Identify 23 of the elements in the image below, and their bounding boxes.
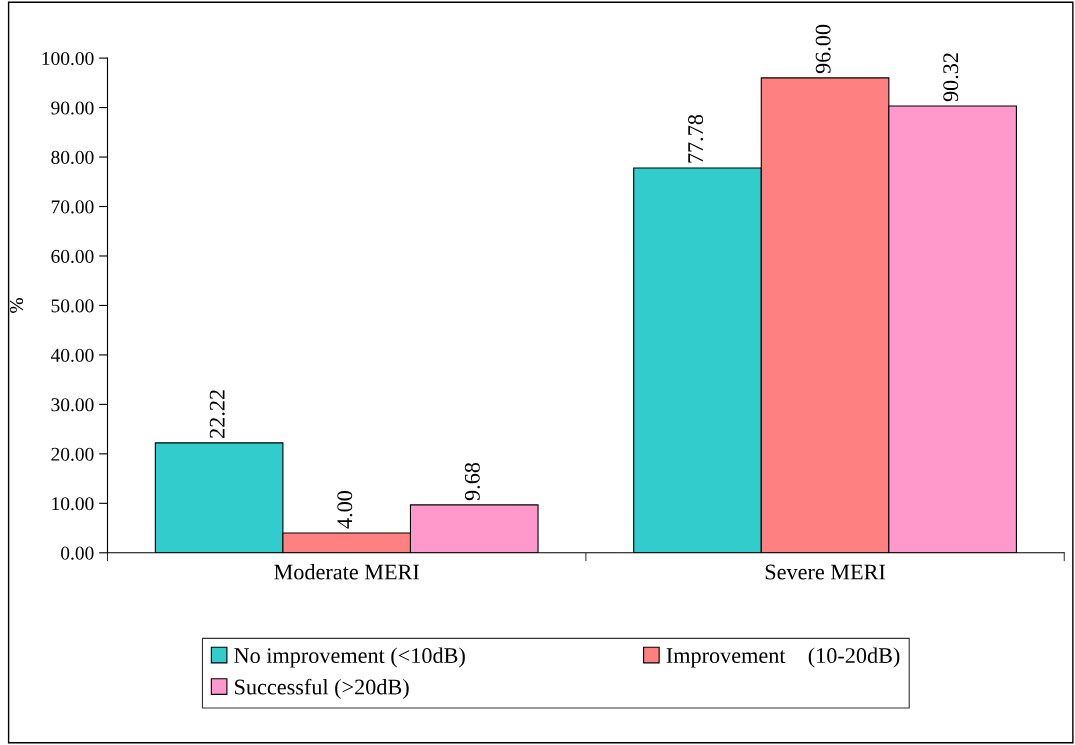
data-label: 4.00 bbox=[337, 491, 353, 529]
x-tick-label: Severe MERI bbox=[765, 564, 886, 580]
y-tick-label: 20.00 bbox=[51, 447, 94, 461]
legend-label: Improvement (10-20dB) bbox=[666, 647, 900, 668]
y-tick-label: 70.00 bbox=[51, 200, 94, 214]
y-tick-label: 30.00 bbox=[51, 398, 94, 412]
y-tick-label: 100.00 bbox=[42, 51, 94, 66]
y-tick-label: 90.00 bbox=[51, 101, 94, 115]
data-label: 77.78 bbox=[688, 114, 704, 163]
y-tick-label: 60.00 bbox=[51, 249, 94, 263]
y-tick-label: 40.00 bbox=[50, 348, 94, 362]
data-label: 96.00 bbox=[815, 24, 831, 74]
legend-label: Successful (>20dB) bbox=[235, 678, 409, 700]
x-tick-label: Moderate MERI bbox=[274, 563, 420, 580]
data-label: 90.32 bbox=[943, 53, 959, 102]
y-axis-title: % bbox=[9, 298, 24, 313]
legend-label: No improvement (<10dB) bbox=[234, 647, 465, 668]
data-label: 22.22 bbox=[209, 390, 225, 438]
y-tick-label: 80.00 bbox=[51, 150, 94, 165]
y-tick-label: 10.00 bbox=[52, 497, 94, 511]
y-tick-label: 50.00 bbox=[51, 299, 94, 313]
data-label: 9.68 bbox=[464, 462, 480, 501]
y-tick-label: 0.00 bbox=[61, 546, 94, 560]
